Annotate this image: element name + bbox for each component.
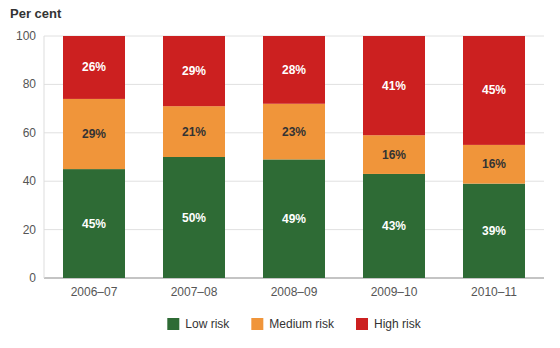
- data-label: 16%: [482, 157, 506, 171]
- x-tick-label: 2006–07: [71, 285, 118, 299]
- x-tick-label: 2007–08: [171, 285, 218, 299]
- data-label: 45%: [482, 83, 506, 97]
- bar-segment: [163, 157, 225, 278]
- y-tick-label: 20: [23, 223, 37, 237]
- x-tick-label: 2008–09: [271, 285, 318, 299]
- bars: [63, 36, 525, 278]
- bar-segment: [63, 169, 125, 278]
- data-label: 45%: [82, 217, 106, 231]
- data-label: 28%: [282, 63, 306, 77]
- bar-segment: [63, 99, 125, 169]
- y-tick-label: 100: [16, 29, 36, 43]
- bar-segment: [363, 174, 425, 278]
- data-label: 41%: [382, 79, 406, 93]
- bar-segment: [463, 145, 525, 184]
- bar-segment: [163, 106, 225, 157]
- data-label: 39%: [482, 224, 506, 238]
- data-label: 43%: [382, 219, 406, 233]
- data-label: 23%: [282, 125, 306, 139]
- legend-item: High risk: [356, 317, 422, 331]
- data-label: 16%: [382, 148, 406, 162]
- legend-label: High risk: [374, 317, 422, 331]
- bar-segment: [263, 104, 325, 160]
- y-axis-line: [44, 36, 45, 278]
- chart-svg: Per cent 0 20 40 60 80 100 45% 50% 49% 43% 39% 29% 21…: [0, 0, 560, 348]
- x-tick-label: 2010–11: [471, 285, 517, 299]
- legend-label: Low risk: [185, 317, 230, 331]
- data-label: 50%: [182, 211, 206, 225]
- legend-swatch: [167, 318, 179, 330]
- y-tick-label: 0: [29, 271, 36, 285]
- legend-swatch: [356, 318, 368, 330]
- bar-segment: [363, 135, 425, 174]
- bar-segment: [463, 184, 525, 278]
- legend-item: Medium risk: [251, 317, 335, 331]
- data-label: 29%: [182, 64, 206, 78]
- chart-container: Per cent 0 20 40 60 80 100 45% 50% 49% 43% 39% 29% 21…: [0, 0, 560, 348]
- y-tick-label: 40: [23, 174, 37, 188]
- bar-segment: [463, 36, 525, 145]
- y-tick-label: 60: [23, 126, 37, 140]
- data-label: 49%: [282, 212, 306, 226]
- bar-segment: [263, 36, 325, 104]
- data-label: 26%: [82, 60, 106, 74]
- bar-segment: [263, 159, 325, 278]
- legend-item: Low risk: [167, 317, 230, 331]
- bar-segment: [163, 36, 225, 106]
- legend-label: Medium risk: [269, 317, 335, 331]
- chart-title: Per cent: [10, 6, 62, 21]
- data-labels: 45% 50% 49% 43% 39% 29% 21% 23% 16% 16% 26% 29% 28% 4…: [82, 60, 506, 237]
- legend-swatch: [251, 318, 263, 330]
- y-tick-label: 80: [23, 77, 37, 91]
- data-label: 21%: [182, 125, 206, 139]
- bar-segment: [363, 36, 425, 135]
- grid: [44, 36, 544, 278]
- data-label: 29%: [82, 127, 106, 141]
- x-tick-label: 2009–10: [371, 285, 418, 299]
- bar-segment: [63, 36, 125, 99]
- legend: Low risk Medium risk High risk: [167, 317, 421, 331]
